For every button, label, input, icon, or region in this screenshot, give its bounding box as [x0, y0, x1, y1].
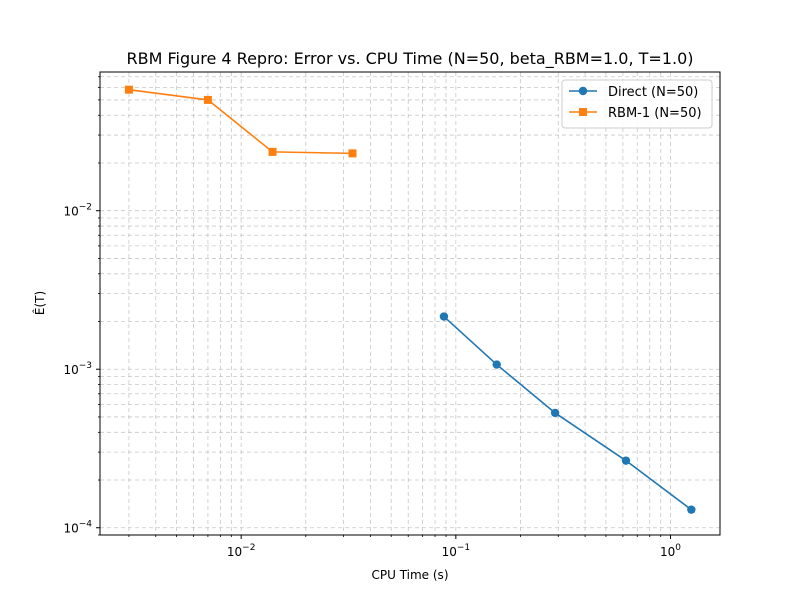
y-tick-label: 10−4: [63, 520, 92, 536]
legend: Direct (N=50) RBM-1 (N=50): [561, 79, 713, 129]
y-tick-label: 10−3: [63, 361, 92, 377]
x-axis-label: CPU Time (s): [371, 568, 448, 582]
legend-label: RBM-1 (N=50): [608, 106, 702, 121]
legend-label: Direct (N=50): [608, 85, 698, 100]
data-point: [348, 149, 357, 158]
legend-entry: RBM-1 (N=50): [569, 106, 702, 121]
legend-marker: [578, 86, 588, 96]
x-tick-label: 100: [660, 543, 681, 559]
data-point: [124, 85, 133, 94]
y-axis-ticks: 10−4 10−3 10−2: [63, 76, 100, 536]
data-point: [621, 456, 631, 465]
series-layer: [124, 85, 696, 514]
data-point: [203, 95, 212, 104]
data-point: [687, 505, 696, 514]
data-point: [439, 312, 449, 321]
y-tick-label: 10−2: [63, 203, 92, 219]
grid: [100, 72, 720, 536]
series-0: [439, 312, 696, 514]
x-axis-ticks: 10−2 10−1 100: [128, 535, 681, 559]
chart-title: RBM Figure 4 Repro: Error vs. CPU Time (…: [126, 49, 693, 69]
series-1: [124, 85, 357, 158]
legend-entry: Direct (N=50): [569, 85, 698, 100]
data-point: [492, 360, 501, 369]
legend-marker: [579, 108, 587, 116]
x-tick-label: 10−2: [227, 543, 256, 559]
plot-frame: [99, 71, 721, 536]
legend-frame: [561, 79, 713, 129]
y-axis-label: Ê(T): [32, 291, 47, 315]
x-tick-label: 10−1: [442, 543, 471, 559]
data-point: [268, 147, 277, 156]
data-point: [550, 408, 560, 418]
series-line: [128, 88, 353, 155]
series-line: [443, 315, 692, 511]
